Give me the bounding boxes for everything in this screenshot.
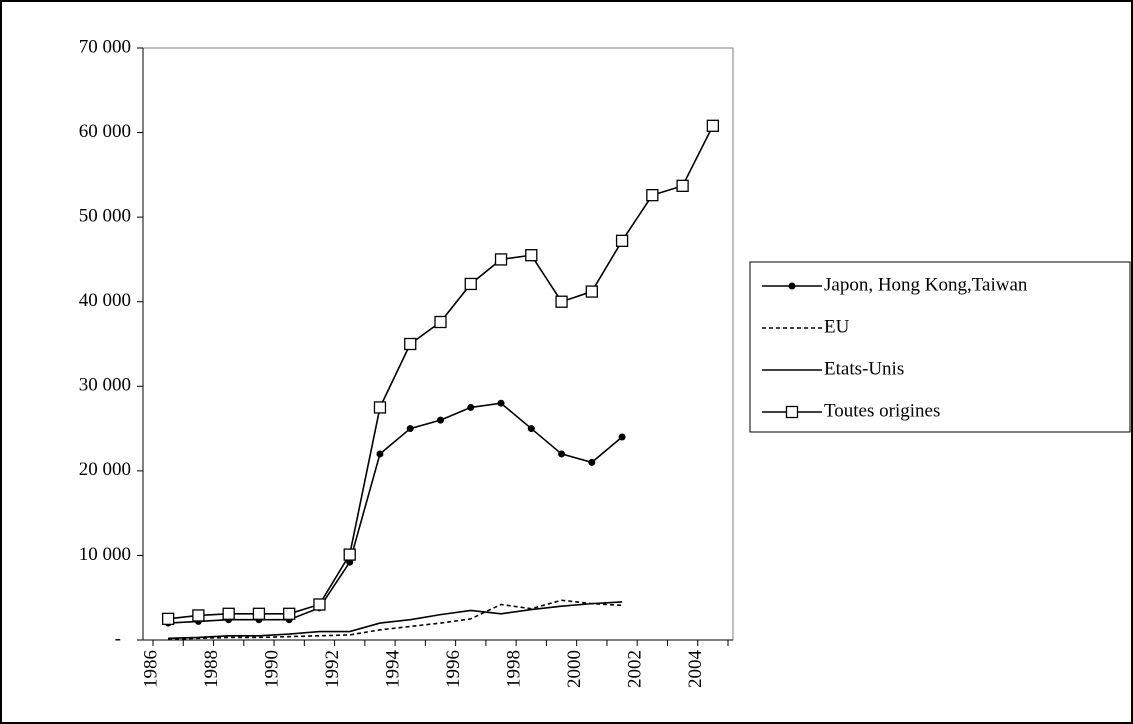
data-point xyxy=(404,337,417,351)
y-tick-label: 40 000 xyxy=(79,290,131,311)
series-line xyxy=(168,599,623,640)
data-point xyxy=(373,401,387,414)
x-tick-label: 2002 xyxy=(625,650,646,688)
y-tick-label: - xyxy=(115,628,121,649)
x-tick-label: 1988 xyxy=(201,650,222,688)
data-point xyxy=(676,179,689,193)
y-tick-label: 30 000 xyxy=(79,375,131,396)
x-tick-label: 1992 xyxy=(322,650,343,688)
data-point xyxy=(706,119,720,132)
legend-label: EU xyxy=(824,316,850,337)
data-point xyxy=(343,548,356,561)
data-point xyxy=(464,277,477,291)
x-tick-label: 2004 xyxy=(685,650,706,689)
x-tick-label: 1990 xyxy=(262,650,283,688)
x-tick-label: 2000 xyxy=(564,650,585,688)
legend-marker xyxy=(788,282,796,290)
legend-label: Japon, Hong Kong,Taiwan xyxy=(824,274,1028,295)
data-point xyxy=(494,253,508,266)
x-tick-label: 1998 xyxy=(504,650,525,688)
y-tick-label: 50 000 xyxy=(79,206,131,227)
data-point xyxy=(497,399,505,407)
data-point xyxy=(161,612,175,626)
data-point xyxy=(558,450,566,458)
x-tick-label: 1996 xyxy=(443,650,464,688)
data-point xyxy=(618,433,626,441)
data-point xyxy=(252,607,266,620)
data-point xyxy=(437,416,444,424)
data-point xyxy=(313,598,326,611)
y-tick-label: 20 000 xyxy=(79,459,131,480)
x-tick-label: 1986 xyxy=(140,650,161,688)
data-point xyxy=(376,450,384,458)
data-point xyxy=(467,403,475,411)
data-point xyxy=(646,189,659,202)
data-point xyxy=(585,285,598,298)
legend-marker xyxy=(785,405,799,419)
data-point xyxy=(222,607,235,620)
data-point xyxy=(406,425,414,433)
series-line xyxy=(168,402,623,624)
data-point xyxy=(192,609,205,622)
series-line xyxy=(168,601,623,640)
data-point xyxy=(615,234,629,247)
y-tick-label: 60 000 xyxy=(79,121,131,142)
data-point xyxy=(283,607,296,620)
x-tick-label: 1994 xyxy=(383,650,404,689)
data-point xyxy=(555,295,568,308)
legend-label: Toutes origines xyxy=(824,400,940,421)
data-point xyxy=(525,249,538,262)
y-tick-label: 10 000 xyxy=(79,544,131,565)
legend-label: Etats-Unis xyxy=(824,358,904,379)
data-point xyxy=(527,425,535,433)
data-point xyxy=(434,315,447,329)
y-tick-label: 70 000 xyxy=(79,36,131,57)
data-point xyxy=(588,458,596,466)
legend-box xyxy=(749,261,1131,433)
